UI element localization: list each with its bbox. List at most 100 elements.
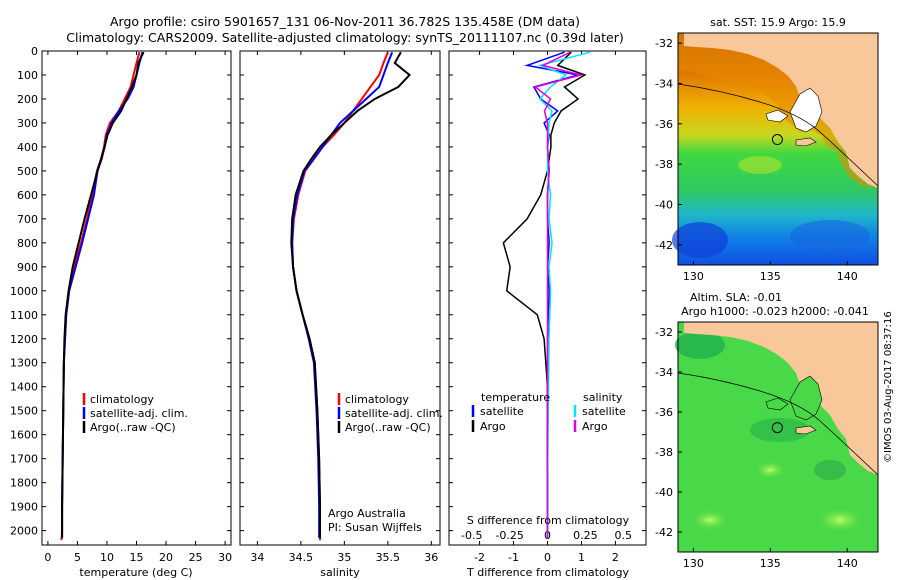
map-x-tick-label: 135 xyxy=(760,557,781,570)
map-y-tick-label: -40 xyxy=(655,198,673,211)
sst-map-frame xyxy=(677,32,879,266)
y-tick-label: 900 xyxy=(17,261,38,274)
y-tick-label: 1900 xyxy=(10,501,38,514)
temperature-legend: climatology satellite-adj. clim. Argo(..… xyxy=(82,393,188,434)
map-y-tick-label: -32 xyxy=(655,326,673,339)
profile-location-marker xyxy=(771,134,783,146)
difference-legend: temperature salinity satellite Argo sate… xyxy=(471,391,626,433)
series-line-satellite xyxy=(537,51,591,538)
salinity-axes-box xyxy=(239,50,441,546)
x-tick-label: 1 xyxy=(578,551,585,564)
y-tick-label: 800 xyxy=(17,237,38,250)
sla-map: Altim. SLA: -0.01 Argo h1000: -0.023 h20… xyxy=(655,291,879,570)
y-tick-label: 1200 xyxy=(10,333,38,346)
sla-high-patch xyxy=(752,460,788,480)
x-tick-label: 30 xyxy=(218,551,232,564)
series-line-argo-raw-qc- xyxy=(290,51,412,538)
profile-location-marker xyxy=(771,422,783,434)
gulf xyxy=(765,397,789,411)
difference-lines xyxy=(502,51,591,538)
temperature-ticks: 0100200300400500600700800900100011001200… xyxy=(10,45,232,564)
sst-map-ticks: 130 135 140 -32 -34 -36 -38 -40 -42 xyxy=(655,37,858,283)
sst-contour xyxy=(677,83,879,187)
x-tick-label: 35 xyxy=(337,551,351,564)
x-tick-label: 0 xyxy=(544,551,551,564)
map-y-tick-label: -34 xyxy=(655,366,673,379)
series-line-argo xyxy=(502,51,587,538)
top-tick-label: 0.25 xyxy=(573,529,598,542)
map-y-tick-label: -42 xyxy=(655,239,673,252)
x-tick-label: 2 xyxy=(612,551,619,564)
map-x-tick-label: 130 xyxy=(683,270,704,283)
salinity-legend: climatology satellite-adj. clim. Argo(..… xyxy=(337,393,443,434)
map-y-tick-label: -38 xyxy=(655,158,673,171)
imos-side-label: ©IMOS 03-Aug-2017 08:37:16 xyxy=(883,311,894,463)
y-tick-label: 200 xyxy=(17,93,38,106)
x-tick-label: 36 xyxy=(424,551,438,564)
y-tick-label: 400 xyxy=(17,141,38,154)
legend-label-climatology: climatology xyxy=(90,393,154,406)
y-tick-label: 1500 xyxy=(10,405,38,418)
y-tick-label: 1000 xyxy=(10,285,38,298)
x-tick-label: 20 xyxy=(159,551,173,564)
x-tick-label: 34.5 xyxy=(289,551,314,564)
map-y-tick-label: -36 xyxy=(655,406,673,419)
y-tick-label: 1100 xyxy=(10,309,38,322)
sst-map-title: sat. SST: 15.9 Argo: 15.9 xyxy=(710,16,846,29)
gulf xyxy=(789,87,823,133)
gulf xyxy=(789,375,823,421)
x-tick-label: 0 xyxy=(44,551,51,564)
figure-title-line2: Climatology: CARS2009. Satellite-adjuste… xyxy=(66,30,623,45)
salinity-xlabel: salinity xyxy=(320,566,360,579)
sst-map: sat. SST: 15.9 Argo: 15.9 130 135 140 -32 -3… xyxy=(655,16,879,283)
sst-warm-patch xyxy=(738,156,782,174)
legend-label-t-argo: Argo xyxy=(480,420,506,433)
map-x-tick-label: 140 xyxy=(837,557,858,570)
difference-ticks: -2 -1 0 1 2-0.5 -0.25 0 0.25 0.5 xyxy=(449,50,646,564)
series-line-argo xyxy=(533,51,584,538)
y-tick-label: 1300 xyxy=(10,357,38,370)
y-tick-label: 1400 xyxy=(10,381,38,394)
sla-low-patch xyxy=(814,460,846,480)
legend-label-satellite: satellite-adj. clim. xyxy=(90,407,188,420)
kangaroo-island xyxy=(795,137,817,147)
map-y-tick-label: -38 xyxy=(655,446,673,459)
top-tick-label: 0.5 xyxy=(615,529,633,542)
y-tick-label: 100 xyxy=(17,69,38,82)
legend-label-climatology: climatology xyxy=(345,393,409,406)
x-tick-label: 35.5 xyxy=(376,551,401,564)
y-tick-label: 2000 xyxy=(10,525,38,538)
sla-high-patch xyxy=(688,508,732,532)
sla-high-patch xyxy=(814,506,866,534)
x-tick-label: 5 xyxy=(74,551,81,564)
credit-line1: Argo Australia xyxy=(328,507,406,520)
legend-label-argo: Argo(..raw -QC) xyxy=(90,421,176,434)
y-tick-label: 0 xyxy=(31,45,38,58)
australia-land xyxy=(684,33,878,188)
x-tick-label: -2 xyxy=(474,551,485,564)
y-tick-label: 300 xyxy=(17,117,38,130)
series-line-argo-raw-qc- xyxy=(61,51,145,538)
temperature-xlabel: temperature (deg C) xyxy=(79,566,192,579)
map-y-tick-label: -42 xyxy=(655,526,673,539)
difference-panel: -2 -1 0 1 2-0.5 -0.25 0 0.25 0.5 S difference fr… xyxy=(448,50,647,579)
x-tick-label: -1 xyxy=(508,551,519,564)
map-x-tick-label: 140 xyxy=(837,270,858,283)
sla-contour xyxy=(677,372,879,476)
y-tick-label: 1800 xyxy=(10,477,38,490)
sst-cold-patch xyxy=(672,222,728,258)
sst-cold-patch xyxy=(790,220,870,252)
salinity-lines xyxy=(290,51,412,541)
map-y-tick-label: -32 xyxy=(655,37,673,50)
sla-map-title-line1: Altim. SLA: -0.01 xyxy=(690,291,782,304)
y-tick-label: 1600 xyxy=(10,429,38,442)
map-x-tick-label: 135 xyxy=(760,270,781,283)
figure-title-line1: Argo profile: csiro 5901657_131 06-Nov-2… xyxy=(110,14,580,29)
y-tick-label: 1700 xyxy=(10,453,38,466)
legend-label-s-argo: Argo xyxy=(582,420,608,433)
difference-xlabel: T difference from climatology xyxy=(466,566,629,579)
salinity-panel: 34 34.5 35 35.5 36 salinity Argo Australia P… xyxy=(239,50,441,579)
legend-label-argo: Argo(..raw -QC) xyxy=(345,421,431,434)
legend-title-salinity: salinity xyxy=(583,391,623,404)
